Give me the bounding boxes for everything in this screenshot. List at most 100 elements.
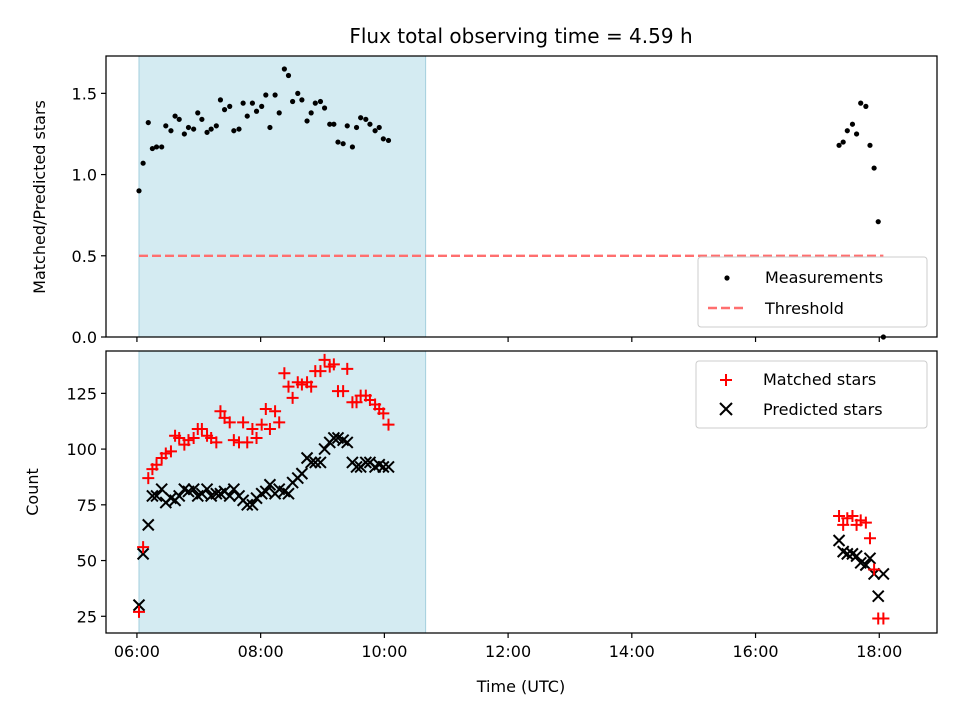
measurement-point (263, 92, 269, 98)
top-legend-box (697, 256, 928, 328)
matched-star-point (286, 391, 299, 404)
measurement-point (875, 219, 881, 225)
predicted-star-point (187, 483, 200, 496)
legend-matched-marker (720, 374, 732, 386)
measurement-point (312, 100, 318, 106)
measurement-point (217, 97, 224, 103)
measurement-point (376, 124, 382, 131)
measurement-point (372, 128, 378, 134)
measurement-point (327, 121, 333, 127)
bottom-panel: 25 50 75 100 125 06:00 08:00 10:00 12:00 14:00 16… (23, 350, 938, 696)
top-axes-frame (105, 55, 938, 338)
predicted-star-point (146, 489, 159, 503)
measurement-point (385, 137, 392, 144)
measurement-point (140, 160, 146, 166)
measurement-point (304, 118, 310, 124)
matched-star-point (382, 418, 395, 431)
predicted-star-point (295, 467, 309, 480)
chart-title: Flux total observing time = 4.59 h (349, 24, 692, 48)
matched-star-point (278, 367, 291, 380)
matched-star-point (173, 431, 186, 444)
matched-star-point (210, 436, 223, 449)
matched-star-point (295, 378, 308, 391)
measurement-point (853, 131, 860, 137)
matched-star-point (164, 445, 177, 458)
measurement-point (259, 103, 265, 109)
predicted-star-point (172, 489, 186, 503)
measurement-point (208, 126, 214, 132)
matched-star-point (237, 416, 250, 429)
bottom-y-axis-label: Count (23, 468, 42, 516)
predicted-star-point (132, 598, 146, 612)
measurement-point (149, 145, 155, 152)
predicted-star-point (314, 456, 327, 469)
predicted-star-point (377, 460, 390, 474)
matched-star-point (255, 418, 268, 431)
y-tick-label: 100 (66, 440, 97, 459)
matched-star-point (241, 436, 254, 449)
matched-star-point (195, 423, 208, 436)
y-tick-label: 25 (77, 607, 97, 626)
measurement-point (168, 128, 174, 134)
legend-threshold-label: Threshold (764, 299, 844, 318)
matched-star-point (132, 605, 145, 618)
measurement-point (331, 121, 337, 127)
measurement-point (145, 119, 151, 126)
x-tick-label: 12:00 (485, 642, 531, 661)
legend-measurements-marker (724, 275, 730, 281)
measurement-point (380, 136, 386, 142)
matched-star-point (337, 385, 350, 398)
matched-star-point (150, 458, 163, 471)
matched-star-point (868, 563, 881, 576)
measurement-point (867, 142, 873, 148)
predicted-star-point (136, 547, 150, 561)
matched-star-point (318, 353, 331, 366)
x-tick-label: 08:00 (238, 642, 284, 661)
predicted-star-point (863, 552, 877, 565)
legend-matched-label: Matched stars (763, 370, 876, 389)
matched-star-point (833, 509, 846, 522)
measurement-point (227, 103, 233, 109)
measurement-point (267, 124, 273, 131)
measurement-point (849, 121, 856, 127)
measurement-point (836, 142, 842, 148)
matched-star-point (187, 431, 200, 444)
matched-star-point (214, 405, 227, 418)
measurement-point (172, 113, 178, 119)
matched-star-point (327, 358, 340, 371)
bottom-legend: Matched stars Predicted stars (695, 360, 928, 429)
predicted-star-point (359, 456, 373, 469)
matched-star-point (841, 512, 854, 525)
predicted-star-point (382, 460, 395, 474)
predicted-star-point (841, 547, 854, 561)
matched-star-point (377, 407, 390, 420)
matched-star-point (137, 541, 150, 554)
legend-predicted-label: Predicted stars (763, 400, 883, 419)
measurement-point (253, 108, 260, 114)
legend-predicted-marker (719, 402, 733, 416)
measurement-point (321, 105, 328, 111)
predicted-star-point (309, 456, 322, 469)
matched-star-point (159, 447, 172, 460)
matched-star-point (877, 612, 890, 625)
legend-measurements-label: Measurements (765, 268, 883, 287)
x-tick-label: 16:00 (732, 642, 778, 661)
predicted-star-point (259, 485, 273, 498)
predicted-star-point (304, 456, 318, 469)
predicted-star-point (223, 489, 236, 503)
x-tick-label: 10:00 (361, 642, 407, 661)
bottom-axes-frame (105, 350, 938, 634)
matched-star-point (846, 509, 859, 522)
measurement-point (349, 144, 356, 150)
measurement-point (285, 72, 292, 79)
predicted-star-point (200, 483, 214, 496)
bottom-legend-box (695, 360, 928, 429)
top-legend: Measurements Threshold (697, 256, 928, 328)
x-tick-label: 18:00 (856, 642, 902, 661)
measurement-point (863, 103, 869, 109)
matched-star-point (227, 434, 240, 447)
predicted-star-point (282, 487, 295, 500)
y-tick-label: 1.5 (72, 84, 97, 103)
measurement-point (249, 100, 256, 106)
